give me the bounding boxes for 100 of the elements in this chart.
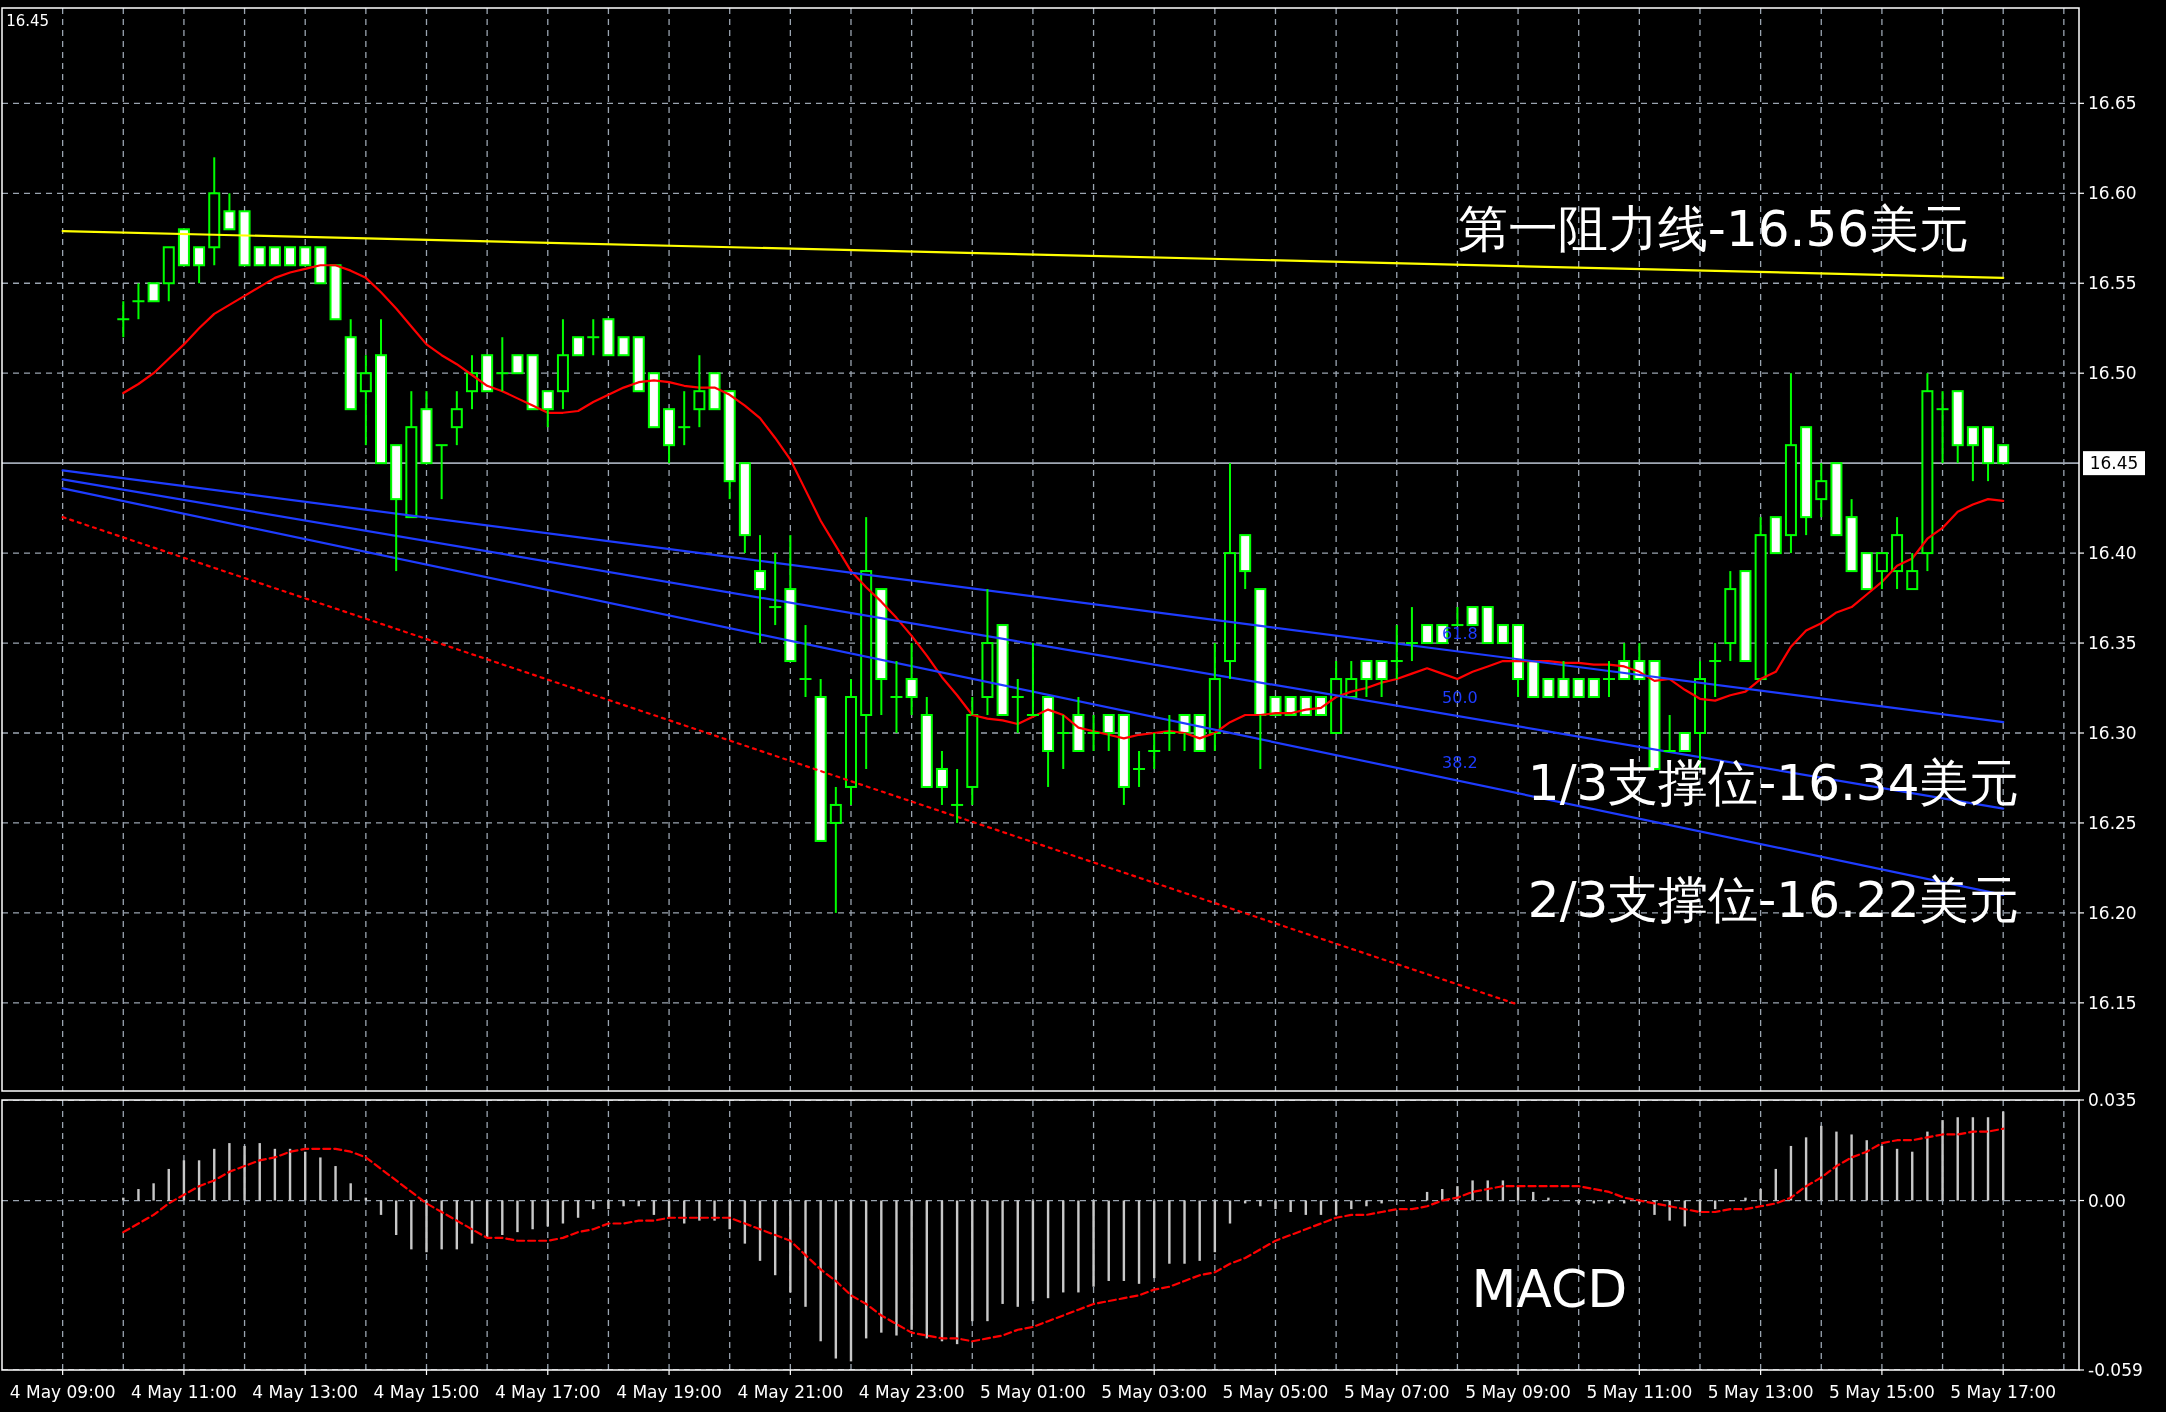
bar: [1926, 1131, 1929, 1201]
candlestick: [1481, 606, 1494, 645]
x-tick-label: 4 May 17:00: [494, 1382, 601, 1402]
bar: [1274, 1200, 1277, 1210]
bar: [1077, 1200, 1080, 1293]
candlestick: [344, 318, 357, 411]
bar: [1471, 1180, 1474, 1201]
candlestick: [329, 264, 342, 321]
candlestick: [1587, 678, 1600, 699]
candlestick: [860, 516, 873, 770]
candlestick: [1375, 660, 1388, 699]
bar: [1001, 1200, 1004, 1304]
candlestick: [768, 552, 783, 627]
candlestick: [1662, 714, 1677, 752]
candlestick: [784, 534, 797, 663]
candlestick: [299, 246, 312, 267]
candlestick: [798, 624, 813, 699]
x-tick-label: 5 May 07:00: [1343, 1382, 1450, 1402]
bar: [622, 1200, 625, 1207]
candlestick: [708, 372, 721, 411]
candlestick: [1830, 462, 1843, 537]
candlestick: [1496, 624, 1509, 645]
line-series: [122, 1127, 2005, 1343]
bar: [1759, 1189, 1762, 1201]
x-tick-label: 5 May 13:00: [1707, 1382, 1814, 1402]
candlestick: [434, 444, 449, 501]
candlestick: [677, 390, 692, 447]
candlestick: [1072, 696, 1085, 752]
candlestick: [663, 408, 676, 465]
candlestick: [1224, 462, 1237, 681]
x-tick-label: 4 May 11:00: [131, 1382, 237, 1402]
y-tick-label: 16.25: [2088, 812, 2137, 833]
x-tick-label: 5 May 15:00: [1829, 1382, 1935, 1402]
x-tick-label: 5 May 17:00: [1950, 1382, 2057, 1402]
candlestick: [1102, 714, 1115, 752]
candlestick: [1010, 678, 1025, 734]
x-tick-label: 4 May 23:00: [858, 1382, 965, 1402]
x-tick-label: 5 May 05:00: [1222, 1382, 1329, 1402]
bar: [243, 1145, 246, 1201]
bar: [804, 1200, 807, 1307]
bar: [910, 1200, 913, 1330]
x-tick-label: 5 May 01:00: [980, 1382, 1086, 1402]
candlestick: [602, 318, 615, 357]
x-tick-label: 5 May 09:00: [1465, 1382, 1571, 1402]
candlestick: [1557, 660, 1570, 699]
y-tick-label: 0.00: [2088, 1190, 2126, 1211]
y-tick-label: 16.60: [2088, 183, 2137, 204]
bar: [1744, 1197, 1747, 1201]
candlestick: [1572, 678, 1585, 699]
candlestick: [586, 318, 601, 357]
candlestick: [966, 696, 979, 806]
bar: [531, 1200, 534, 1230]
y-tick-label: 16.65: [2088, 93, 2137, 114]
candlestick: [1208, 642, 1221, 752]
y-tick-label: 0.035: [2088, 1090, 2137, 1110]
candlestick: [844, 678, 857, 806]
bar: [895, 1200, 898, 1336]
bar: [1198, 1200, 1201, 1261]
candlestick: [572, 336, 585, 357]
candlestick: [1421, 624, 1434, 645]
candlestick: [935, 749, 948, 806]
y-tick-label: 16.35: [2088, 633, 2137, 654]
candlestick: [1754, 516, 1767, 681]
candlestick: [1450, 606, 1465, 627]
ref-line-label: 16.45: [2089, 453, 2139, 474]
candlestick: [1389, 624, 1404, 681]
bar: [152, 1183, 155, 1201]
candlestick: [814, 678, 827, 842]
bar: [349, 1183, 352, 1201]
bar: [228, 1143, 231, 1201]
candlestick: [359, 354, 372, 447]
bar: [1259, 1200, 1262, 1207]
text: 16.45: [6, 12, 50, 31]
candlestick: [1025, 642, 1040, 717]
x-tick-label: 4 May 21:00: [737, 1382, 844, 1402]
candlestick: [1254, 588, 1267, 770]
candlestick: [875, 588, 888, 717]
candlestick: [193, 246, 206, 285]
y-tick-label: 16.50: [2088, 363, 2137, 384]
candlestick: [1951, 390, 1964, 465]
bar: [319, 1157, 322, 1201]
candlestick: [1360, 660, 1373, 699]
series-label: 38.2: [1442, 753, 1478, 773]
bar: [698, 1200, 701, 1221]
candlestick: [829, 785, 842, 914]
candlestick: [723, 390, 736, 501]
y-tick-label: 16.15: [2088, 992, 2137, 1013]
bar: [440, 1200, 443, 1250]
x-tick-label: 4 May 19:00: [616, 1382, 722, 1402]
candlestick: [1860, 552, 1873, 591]
candlestick: [1921, 372, 1934, 573]
candlestick: [1527, 660, 1540, 699]
candlestick: [1891, 516, 1904, 591]
candlestick: [526, 354, 539, 411]
bar: [1835, 1131, 1838, 1201]
candlestick: [268, 246, 281, 267]
candlestick: [632, 336, 645, 393]
candlestick: [1042, 696, 1055, 788]
bar: [819, 1200, 822, 1342]
candlestick: [1404, 606, 1419, 663]
